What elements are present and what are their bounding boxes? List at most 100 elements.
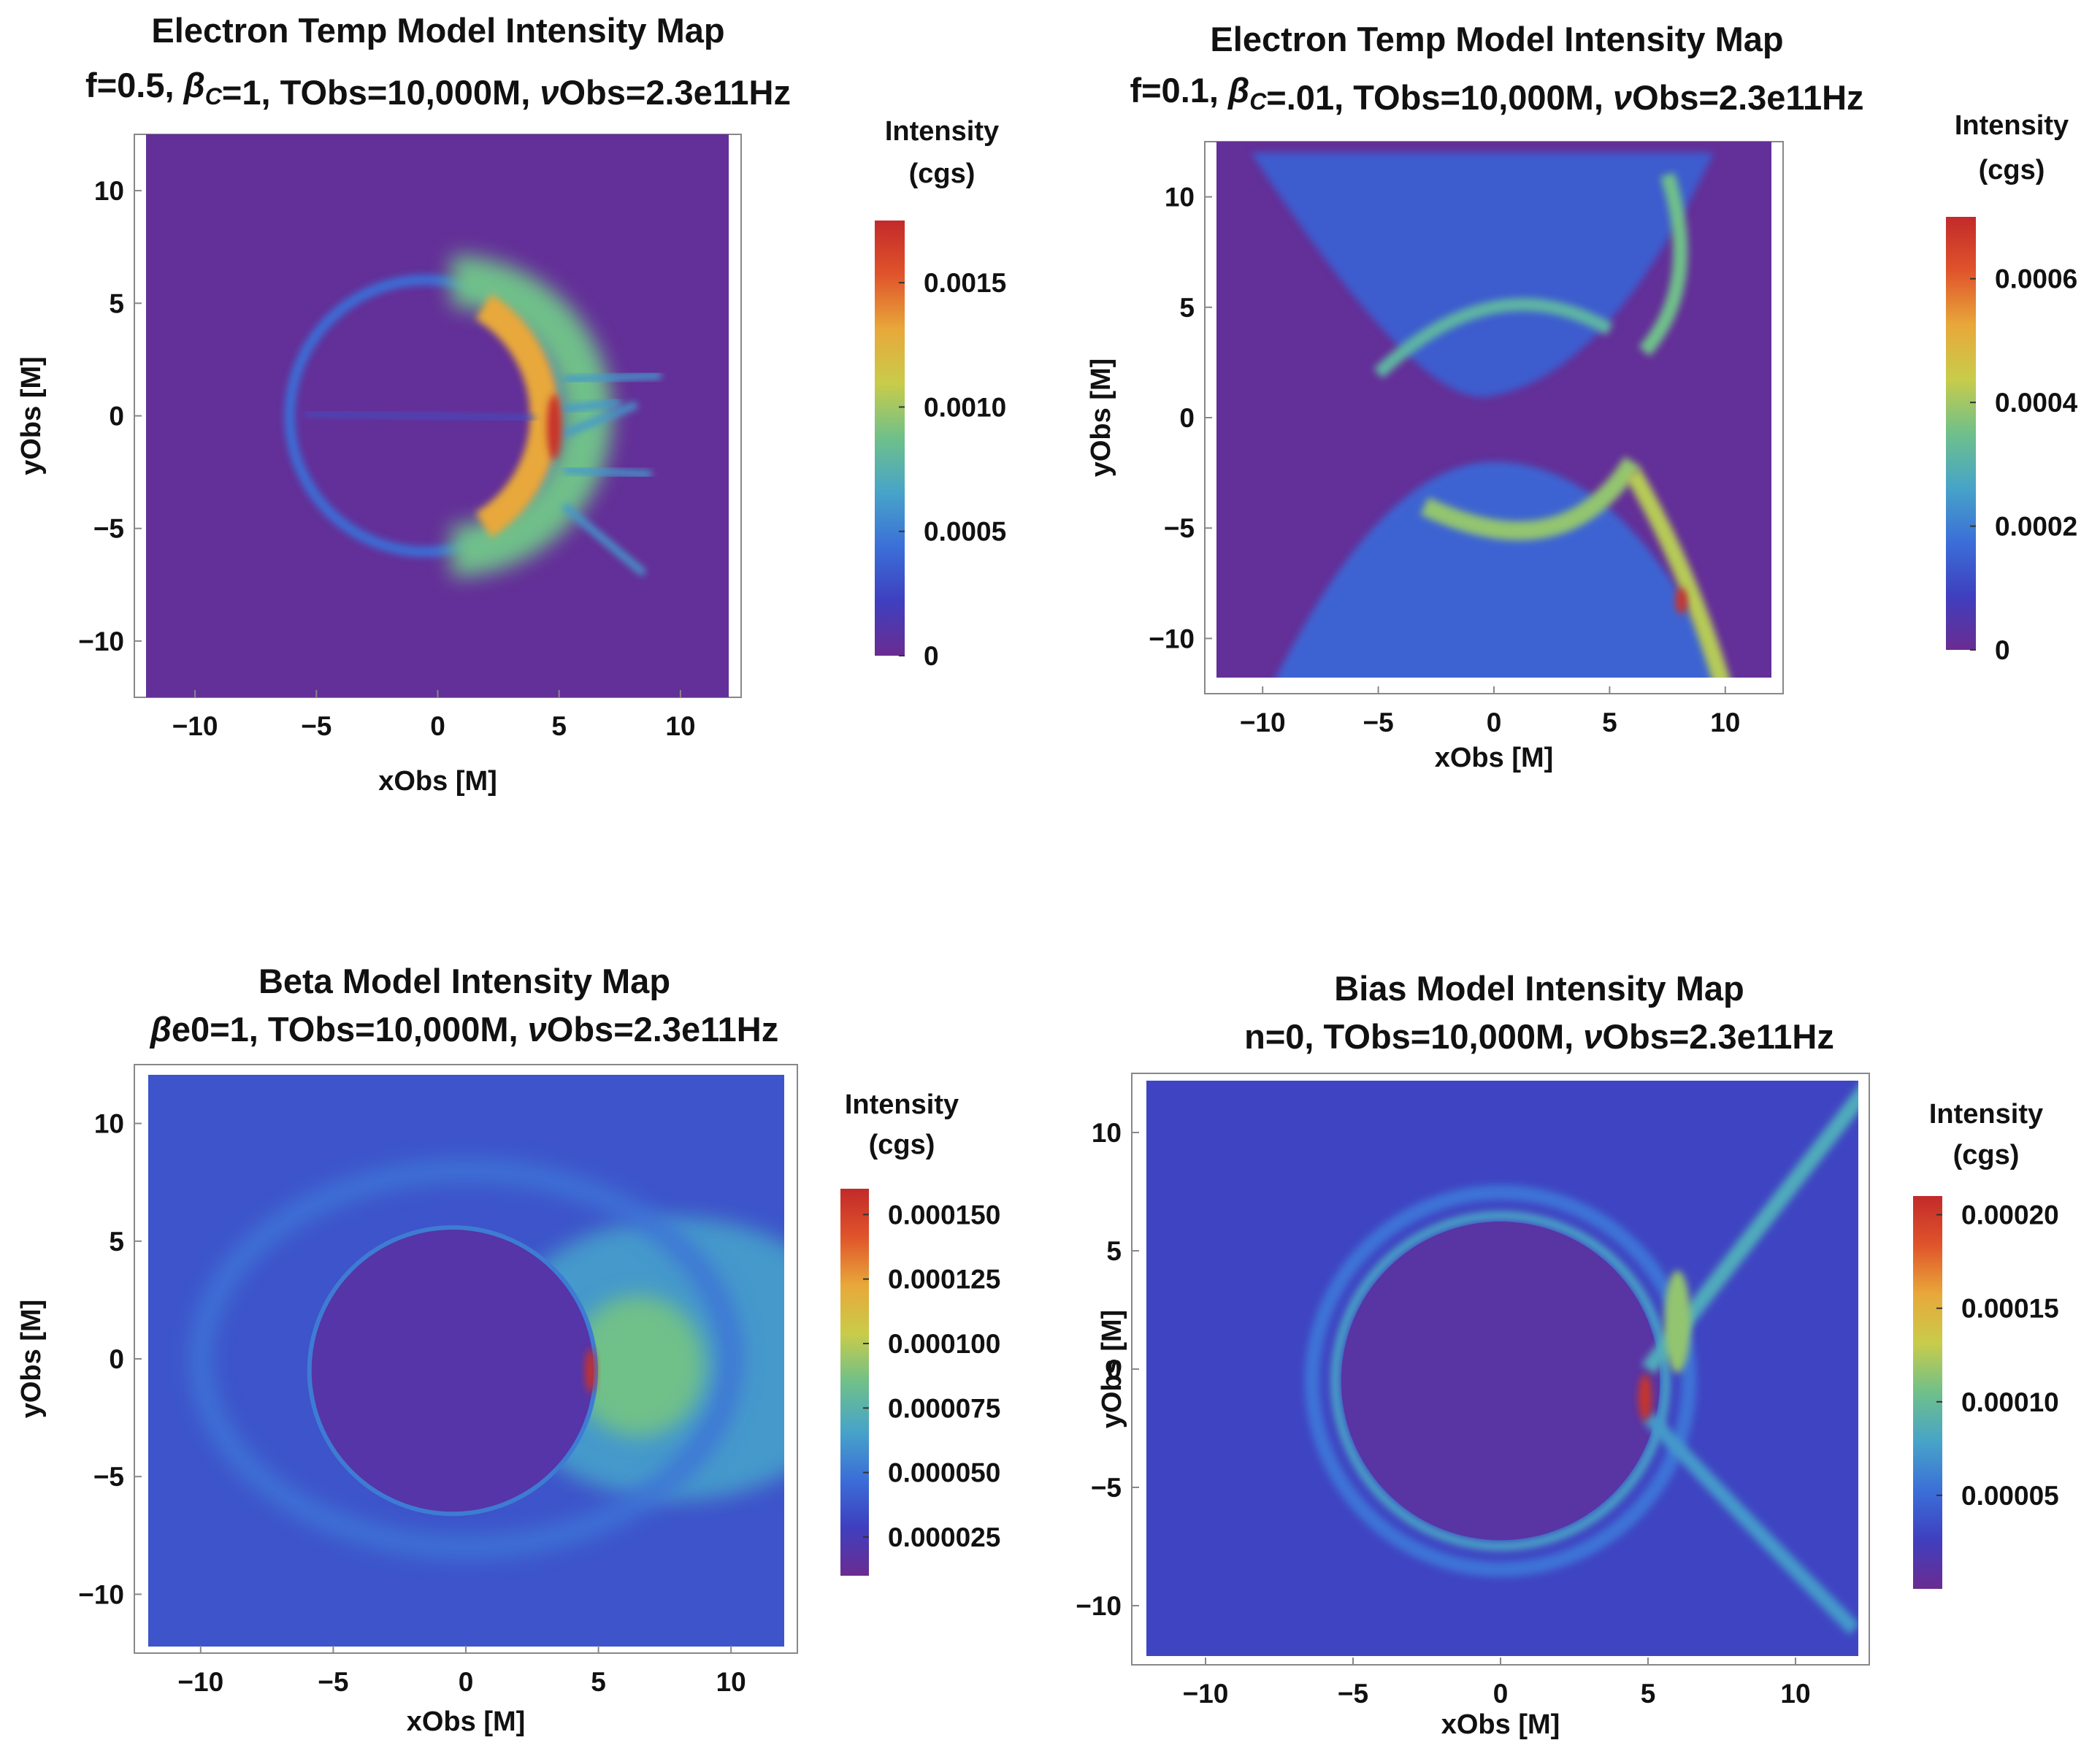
colorbar-tick-label: 0.00010 <box>1961 1387 2059 1417</box>
x-tick-label: −5 <box>1363 708 1394 737</box>
colorbar-tick-label: 0.0005 <box>924 517 1006 547</box>
y-tick-label: 5 <box>109 288 124 318</box>
x-tick-label: 5 <box>551 711 567 741</box>
colorbar-title: Intensity <box>885 116 999 147</box>
y-tick-label: 0 <box>109 402 124 432</box>
y-tick-label: −5 <box>1091 1473 1122 1503</box>
intensity-peak <box>585 1349 596 1393</box>
panel-beta-model: Beta Model Intensity Map βe0=1, TObs=10,0… <box>0 879 1050 1758</box>
y-tick-label: 5 <box>1106 1236 1122 1266</box>
intensity-heatmap <box>148 1075 784 1647</box>
colorbar-tick-label: 0.0010 <box>924 392 1006 422</box>
colorbar-units: (cgs) <box>1979 155 2045 185</box>
colorbar <box>875 221 905 656</box>
emission-filament <box>563 399 621 413</box>
bright-region <box>1664 1271 1691 1373</box>
x-axis-label: xObs [M] <box>1441 1709 1560 1740</box>
outer-ring <box>1304 1185 1697 1577</box>
x-tick-label: −10 <box>177 1667 223 1697</box>
colorbar-units: (cgs) <box>909 158 976 189</box>
colorbar-tick-label: 0.00015 <box>1961 1294 2059 1324</box>
y-axis-label: yObs [M] <box>1086 359 1116 478</box>
colorbar-tick-label: 0 <box>924 641 939 671</box>
x-tick-label: 5 <box>1602 708 1617 737</box>
chart-title: Bias Model Intensity Map <box>1334 969 1744 1008</box>
y-tick-label: 10 <box>94 176 124 206</box>
y-tick-label: −10 <box>1076 1591 1122 1621</box>
colorbar-tick-label: 0.000075 <box>888 1393 1000 1423</box>
emission-filament <box>564 466 652 478</box>
intensity-peak <box>1675 587 1687 614</box>
colorbar-title: Intensity <box>845 1089 959 1120</box>
x-axis-label: xObs [M] <box>407 1706 526 1737</box>
colorbar <box>840 1189 869 1576</box>
y-tick-label: −5 <box>1164 513 1195 543</box>
outer-halo <box>189 1160 743 1558</box>
colorbar-tick-label: 0 <box>1995 635 2010 665</box>
x-tick-label: 10 <box>665 711 695 741</box>
colorbar <box>1946 217 1976 650</box>
colorbar <box>1913 1196 1942 1589</box>
emission-filament <box>562 401 638 437</box>
colorbar-tick-label: 0.000150 <box>888 1200 1000 1230</box>
x-tick-label: 0 <box>459 1667 474 1697</box>
y-axis-label: yObs [M] <box>1097 1310 1127 1429</box>
y-axis-label: yObs [M] <box>16 1300 47 1419</box>
y-tick-label: −10 <box>78 626 124 656</box>
photon-ring <box>1330 1211 1671 1551</box>
x-tick-label: −5 <box>1338 1679 1368 1709</box>
emission-crescent-core <box>475 294 559 538</box>
x-tick-label: −10 <box>1240 708 1286 737</box>
y-tick-label: 10 <box>94 1109 124 1139</box>
panel-electron-temp-f01: Electron Temp Model Intensity Map f=0.1, … <box>1050 0 2100 879</box>
x-axis-label: xObs [M] <box>378 766 497 797</box>
x-tick-label: 5 <box>591 1667 606 1697</box>
colorbar-tick-label: 0.0002 <box>1995 512 2077 542</box>
x-tick-label: −5 <box>301 711 332 741</box>
x-tick-label: −10 <box>172 711 218 741</box>
black-hole-shadow <box>1341 1222 1660 1541</box>
intensity-peak <box>547 394 562 460</box>
x-tick-label: 0 <box>1487 708 1502 737</box>
colorbar-tick-label: 0.00020 <box>1961 1200 2059 1230</box>
intensity-heatmap <box>1216 142 1771 678</box>
y-tick-label: 0 <box>109 1344 124 1374</box>
y-tick-label: −10 <box>78 1579 124 1609</box>
colorbar-title: Intensity <box>1929 1099 2043 1130</box>
chart-title: Electron Temp Model Intensity Map <box>1210 20 1783 58</box>
colorbar-tick-label: 0.000050 <box>888 1458 1000 1488</box>
chart-title: Electron Temp Model Intensity Map <box>151 11 724 50</box>
y-tick-label: 10 <box>1092 1118 1122 1148</box>
y-tick-label: 5 <box>1179 293 1195 323</box>
y-tick-label: 5 <box>109 1227 124 1257</box>
emission-crescent <box>451 255 613 577</box>
colorbar-tick-label: 0.000125 <box>888 1265 1000 1295</box>
colorbar-units: (cgs) <box>1953 1140 2020 1170</box>
y-axis-label: yObs [M] <box>16 356 47 475</box>
x-tick-label: 10 <box>1780 1679 1810 1709</box>
x-tick-label: 10 <box>716 1667 746 1697</box>
chart-subtitle: f=0.1, βC=.01, TObs=10,000M, νObs=2.3e11… <box>1130 71 1863 117</box>
colorbar-units: (cgs) <box>869 1130 935 1160</box>
upper-jet-region <box>1251 153 1714 398</box>
colorbar-tick-label: 0.000100 <box>888 1329 1000 1359</box>
colorbar-title: Intensity <box>1955 110 2069 141</box>
x-tick-label: −5 <box>318 1667 348 1697</box>
upper-jet-edge <box>1639 172 1688 356</box>
colorbar-tick-label: 0.00005 <box>1961 1481 2059 1511</box>
chart-title: Beta Model Intensity Map <box>258 962 670 1000</box>
chart-subtitle: βe0=1, TObs=10,000M, νObs=2.3e11Hz <box>149 1010 779 1049</box>
chart-subtitle: n=0, TObs=10,000M, νObs=2.3e11Hz <box>1244 1017 1834 1056</box>
colorbar-tick-label: 0.0015 <box>924 268 1006 298</box>
x-tick-label: 0 <box>430 711 445 741</box>
intensity-heatmap <box>146 134 729 697</box>
emission-filament <box>564 371 662 384</box>
y-tick-label: −5 <box>93 1462 124 1492</box>
lower-jet-region <box>1276 461 1725 678</box>
x-axis-label: xObs [M] <box>1435 743 1554 773</box>
y-tick-label: −10 <box>1149 624 1195 654</box>
lower-jet-edge <box>1625 468 1730 678</box>
colorbar-tick-label: 0.0006 <box>1995 264 2077 294</box>
black-hole-shadow <box>307 1225 598 1517</box>
chart-subtitle: f=0.5, βC=1, TObs=10,000M, νObs=2.3e11Hz <box>85 66 791 112</box>
